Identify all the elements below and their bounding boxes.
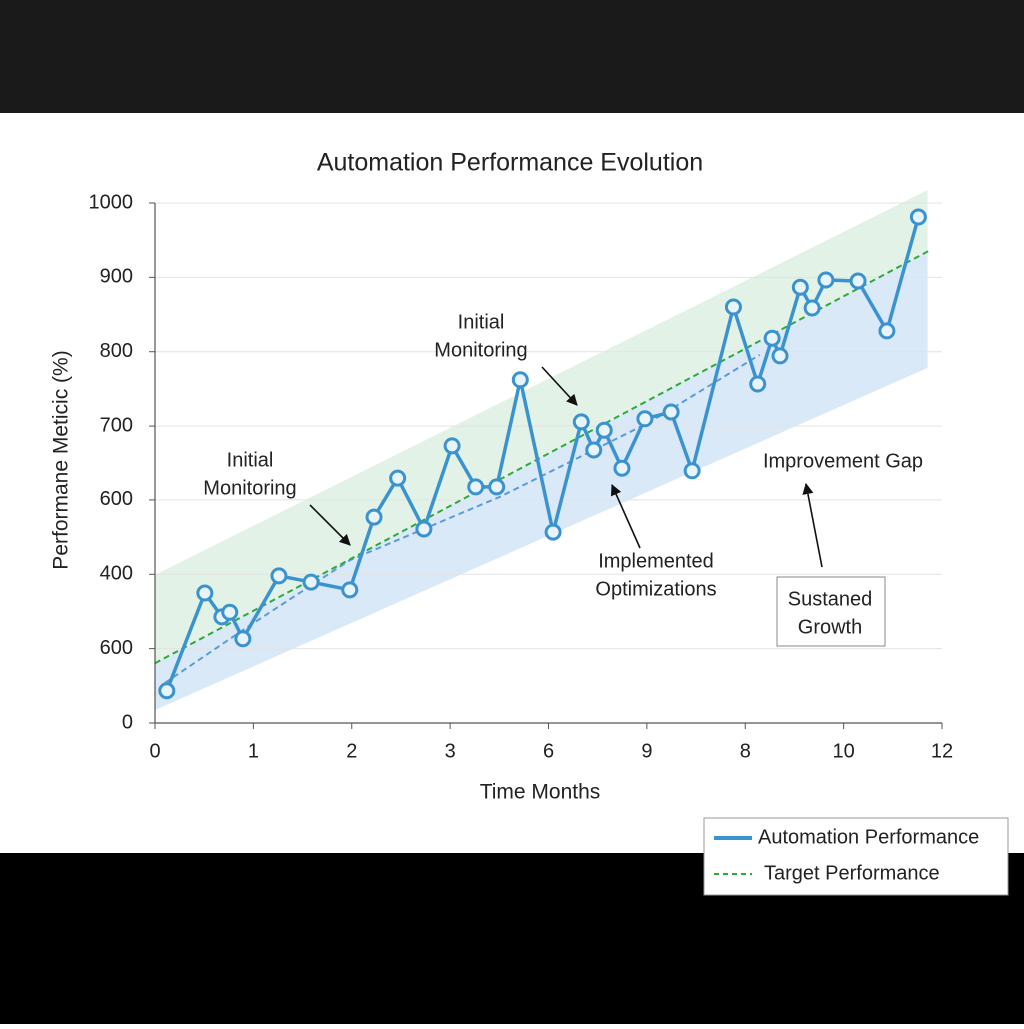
annotation: Growth	[798, 616, 862, 638]
y-tick-label: 900	[100, 266, 133, 288]
data-point	[389, 469, 407, 487]
data-point	[849, 272, 867, 290]
data-point	[878, 322, 896, 340]
x-axis-label: Time Months	[480, 781, 601, 804]
data-point	[511, 371, 529, 389]
legend-label: Automation Performance	[758, 826, 979, 848]
annotation: Monitoring	[434, 339, 527, 361]
annotation: Optimizations	[595, 578, 716, 600]
y-tick-label: 700	[100, 414, 133, 436]
data-point	[443, 437, 461, 455]
data-point	[365, 508, 383, 526]
legend-label: Target Performance	[764, 862, 940, 884]
x-tick-label: 2	[346, 740, 357, 762]
top-bar	[0, 0, 1024, 113]
annotation: Monitoring	[203, 477, 296, 499]
arrow	[802, 482, 823, 568]
annotation: Sustaned	[788, 588, 873, 610]
series-line	[154, 249, 930, 665]
data-point	[234, 630, 252, 648]
y-tick-label: 600	[100, 637, 133, 659]
data-point	[749, 375, 767, 393]
data-point	[158, 682, 176, 700]
data-point	[585, 441, 603, 459]
y-tick-label: 0	[122, 711, 133, 733]
arrow	[541, 366, 578, 406]
annotation-box	[776, 576, 886, 647]
y-tick-label: 800	[100, 340, 133, 362]
data-point	[817, 271, 835, 289]
x-tick-label: 8	[740, 740, 751, 762]
x-tick-label: 1	[248, 740, 259, 762]
data-point	[415, 520, 433, 538]
data-point	[724, 298, 742, 316]
x-tick-label: 10	[833, 740, 855, 762]
data-point	[803, 299, 821, 317]
data-point	[683, 462, 701, 480]
legend	[703, 817, 1009, 896]
annotation: Improvement Gap	[763, 450, 923, 472]
y-tick-label: 1000	[89, 191, 134, 213]
y-axis-label: Performane Meticic (%)	[50, 350, 73, 569]
data-point	[636, 410, 654, 428]
arrow	[610, 483, 641, 549]
data-point	[544, 523, 562, 541]
x-tick-label: 3	[445, 740, 456, 762]
y-tick-label: 600	[100, 488, 133, 510]
data-point	[662, 403, 680, 421]
data-point	[221, 603, 239, 621]
data-point	[771, 347, 789, 365]
data-point	[572, 413, 590, 431]
data-point	[909, 208, 927, 226]
data-point	[302, 573, 320, 591]
data-point	[488, 478, 506, 496]
x-tick-label: 12	[931, 740, 953, 762]
chart-title: Automation Performance Evolution	[317, 149, 703, 177]
data-point	[791, 278, 809, 296]
data-point	[467, 478, 485, 496]
annotation: Initial	[458, 311, 505, 333]
data-point	[196, 584, 214, 602]
data-point	[763, 329, 781, 347]
x-tick-label: 6	[543, 740, 554, 762]
data-point	[270, 567, 288, 585]
annotation: Initial	[227, 449, 274, 471]
data-point	[613, 459, 631, 477]
x-tick-label: 9	[641, 740, 652, 762]
data-point	[595, 421, 613, 439]
data-point	[341, 581, 359, 599]
arrow	[309, 504, 351, 546]
annotation: Implemented	[598, 550, 714, 572]
y-tick-label: 400	[100, 563, 133, 585]
x-tick-label: 0	[149, 740, 160, 762]
